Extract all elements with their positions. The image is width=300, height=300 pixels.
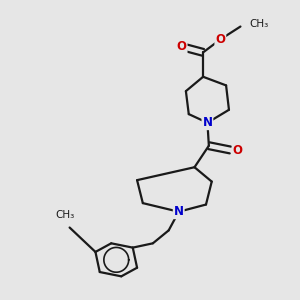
Text: O: O bbox=[177, 40, 187, 53]
Text: N: N bbox=[174, 205, 184, 218]
Text: N: N bbox=[202, 116, 212, 129]
Text: CH₃: CH₃ bbox=[56, 210, 75, 220]
Text: O: O bbox=[232, 143, 243, 157]
Text: O: O bbox=[215, 33, 225, 46]
Text: CH₃: CH₃ bbox=[249, 19, 268, 29]
